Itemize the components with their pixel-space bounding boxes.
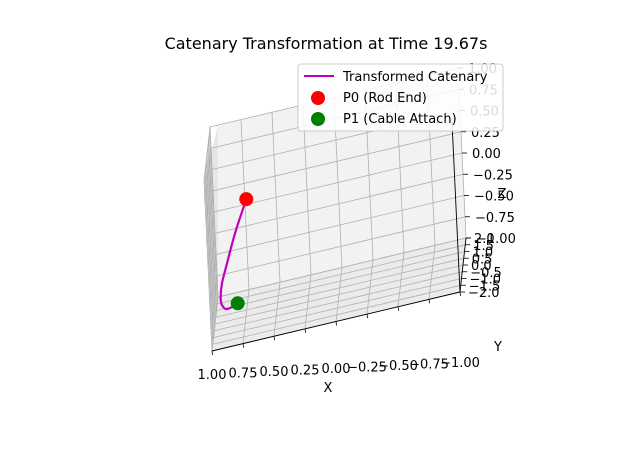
y-tick-label: 1.5	[473, 239, 494, 254]
legend-label-catenary: Transformed Catenary	[342, 70, 488, 85]
y-axis-label: Y	[493, 340, 502, 355]
x-tick-label: 0.00	[322, 362, 351, 377]
y-tick-label: −0.5	[470, 266, 502, 281]
x-tick-mark	[428, 299, 430, 304]
z-gridline	[211, 237, 467, 352]
x-tick-label: −0.25	[347, 361, 387, 376]
z-tick-label: −0.25	[473, 168, 513, 183]
x-tick-label: 1.00	[198, 368, 227, 383]
legend-swatch-p1	[311, 112, 325, 126]
x-tick-mark	[459, 291, 461, 297]
y-tick-label: −1.0	[470, 273, 502, 288]
y-tick-label: 0.0	[471, 259, 492, 274]
z-gridline	[207, 152, 463, 267]
x-tick-label: −0.75	[409, 358, 449, 373]
x-tick-mark	[335, 321, 337, 326]
z-gridline	[209, 195, 465, 309]
x-tick-mark	[304, 328, 306, 333]
x-tick-labels: 1.00 0.75 0.50 0.25 0.00−0.25−0.50−0.75−1.00	[198, 356, 480, 383]
y-tick-label: 0.5	[472, 252, 493, 267]
z-axis-label: Z	[498, 187, 507, 202]
x-tick-label: 0.50	[260, 365, 289, 380]
legend-frame	[297, 63, 504, 132]
x-tick-mark	[211, 350, 213, 356]
z-gridline	[206, 131, 462, 245]
legend-swatch-p0	[311, 91, 325, 105]
y-tick-label: 2.0	[474, 232, 495, 247]
x-tick-label: 0.75	[229, 367, 258, 382]
legend-label-p0: P0 (Rod End)	[343, 91, 427, 106]
z-gridline	[210, 216, 466, 330]
x-tick-mark	[366, 314, 368, 319]
x-tick-label: −1.00	[440, 356, 480, 371]
y-tick-labels: −2.0−1.5−1.0−0.50.00.51.01.52.0	[468, 232, 502, 301]
x-tick-mark	[242, 343, 244, 348]
y-tick-label: −1.5	[469, 279, 501, 294]
x-tick-mark	[273, 336, 275, 341]
p0-rod-end-point	[239, 192, 254, 207]
y-tick-label: −2.0	[468, 286, 500, 301]
x-axis-label: X	[324, 381, 333, 396]
x-tick-label: 0.25	[291, 364, 320, 379]
z-axis-line	[451, 121, 461, 293]
z-tick-label: −0.75	[475, 211, 515, 226]
grid-lines	[203, 67, 467, 352]
data-layer	[219, 192, 254, 311]
legend-label-p1: P1 (Cable Attach)	[343, 112, 457, 127]
y-tick-label: 1.0	[473, 246, 494, 261]
legend: Transformed Catenary P0 (Rod End) P1 (Ca…	[297, 63, 504, 132]
z-tick-label: −0.50	[474, 190, 514, 205]
z-gridline	[208, 173, 464, 288]
p1-cable-attach-point	[230, 296, 245, 311]
z-tick-label: −1.00	[476, 232, 516, 247]
catenary-line	[219, 198, 248, 311]
z-tick-label: 0.00	[472, 147, 501, 162]
chart-title: Catenary Transformation at Time 19.67s	[165, 34, 488, 53]
x-tick-mark	[397, 306, 399, 311]
x-tick-label: −0.50	[378, 359, 418, 374]
